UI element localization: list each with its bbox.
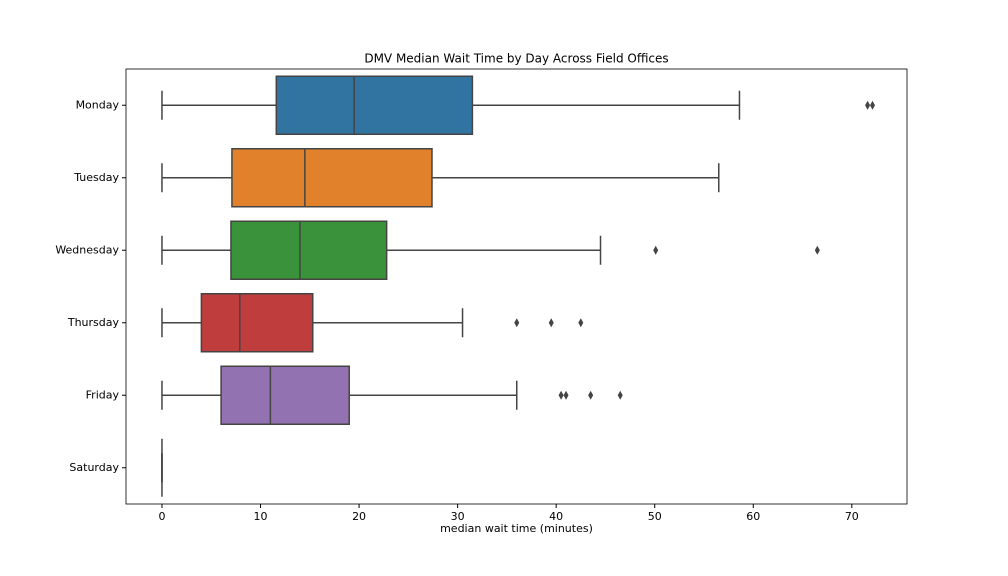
outlier (653, 245, 659, 255)
x-tick-label: 30 (451, 510, 465, 523)
y-tick-label: Monday (76, 98, 120, 111)
box (230, 220, 388, 280)
chart-title: DMV Median Wait Time by Day Across Field… (364, 52, 668, 66)
x-tick-label: 70 (845, 510, 859, 523)
outlier (578, 318, 584, 328)
outlier (548, 318, 554, 328)
x-tick-label: 0 (158, 510, 165, 523)
box (231, 148, 433, 208)
x-tick-label: 40 (549, 510, 563, 523)
outlier (814, 245, 820, 255)
x-tick-label: 20 (352, 510, 366, 523)
plot-frame (125, 68, 908, 505)
y-tick-label: Wednesday (55, 243, 119, 256)
outlier (617, 390, 623, 400)
y-tick-label: Saturday (69, 461, 119, 474)
outlier (865, 100, 871, 110)
x-tick-label: 60 (746, 510, 760, 523)
outlier (588, 390, 594, 400)
box (200, 293, 314, 353)
y-tick-label: Tuesday (73, 171, 119, 184)
y-tick-label: Friday (86, 388, 120, 401)
outlier (514, 318, 520, 328)
x-axis-label: median wait time (minutes) (440, 522, 593, 535)
outlier (563, 390, 569, 400)
x-tick-label: 10 (254, 510, 268, 523)
x-tick-label: 50 (648, 510, 662, 523)
y-tick-label: Thursday (67, 316, 120, 329)
box (220, 365, 350, 425)
outlier (558, 390, 564, 400)
outlier (870, 100, 876, 110)
box (275, 75, 474, 135)
